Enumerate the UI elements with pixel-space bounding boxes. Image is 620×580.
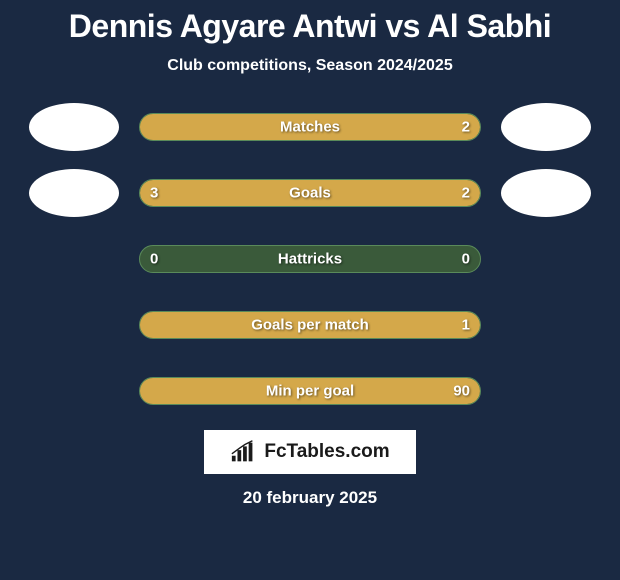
stat-bar: 0 Hattricks 0 bbox=[139, 245, 481, 273]
stat-label: Hattricks bbox=[278, 251, 342, 268]
stat-row-matches: Matches 2 bbox=[0, 103, 620, 151]
stat-bar: Goals per match 1 bbox=[139, 311, 481, 339]
avatar-placeholder bbox=[501, 301, 591, 349]
avatar-placeholder bbox=[29, 301, 119, 349]
date-label: 20 february 2025 bbox=[243, 488, 377, 508]
stat-value-right: 0 bbox=[462, 251, 470, 268]
stat-label: Goals per match bbox=[251, 317, 369, 334]
avatar-placeholder bbox=[29, 367, 119, 415]
player-left-avatar bbox=[29, 169, 119, 217]
avatar-placeholder bbox=[501, 235, 591, 283]
player-right-avatar bbox=[501, 169, 591, 217]
stat-bar: 3 Goals 2 bbox=[139, 179, 481, 207]
page-subtitle: Club competitions, Season 2024/2025 bbox=[167, 57, 452, 75]
stat-label: Matches bbox=[280, 119, 340, 136]
stat-row-gpm: Goals per match 1 bbox=[0, 301, 620, 349]
stat-row-mpg: Min per goal 90 bbox=[0, 367, 620, 415]
stat-value-left: 0 bbox=[150, 251, 158, 268]
chart-icon bbox=[230, 440, 258, 464]
stat-row-hattricks: 0 Hattricks 0 bbox=[0, 235, 620, 283]
stat-value-left: 3 bbox=[150, 185, 158, 202]
stat-label: Min per goal bbox=[266, 383, 354, 400]
stat-value-right: 90 bbox=[453, 383, 470, 400]
stat-row-goals: 3 Goals 2 bbox=[0, 169, 620, 217]
avatar-placeholder bbox=[29, 235, 119, 283]
avatar-placeholder bbox=[501, 367, 591, 415]
stat-value-right: 1 bbox=[462, 317, 470, 334]
stat-bar: Matches 2 bbox=[139, 113, 481, 141]
stat-value-right: 2 bbox=[462, 119, 470, 136]
stat-label: Goals bbox=[289, 185, 331, 202]
bar-fill-right bbox=[344, 180, 480, 206]
logo-text: FcTables.com bbox=[264, 441, 389, 463]
stat-bar: Min per goal 90 bbox=[139, 377, 481, 405]
player-right-avatar bbox=[501, 103, 591, 151]
page-title: Dennis Agyare Antwi vs Al Sabhi bbox=[69, 8, 551, 45]
player-left-avatar bbox=[29, 103, 119, 151]
stat-value-right: 2 bbox=[462, 185, 470, 202]
stats-area: Matches 2 3 Goals 2 0 Hattricks 0 bbox=[0, 103, 620, 415]
site-logo[interactable]: FcTables.com bbox=[204, 430, 416, 474]
